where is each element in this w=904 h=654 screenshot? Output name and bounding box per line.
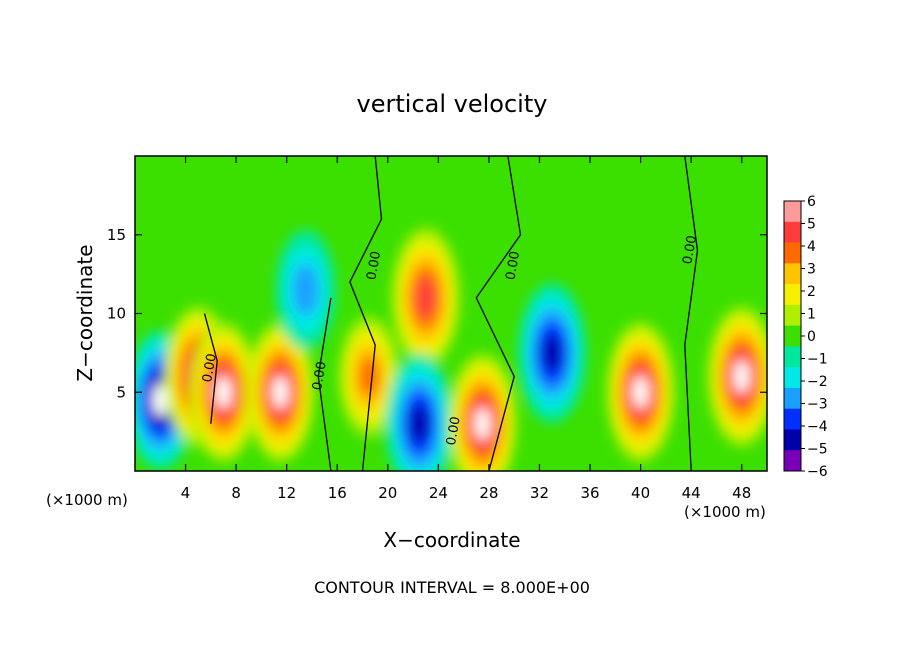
colorbar-label-12: −6: [807, 464, 828, 480]
x-tick-label-2: 12: [277, 484, 296, 502]
colorbar-swatch-6: [784, 325, 801, 347]
contour-label-4: 0.00: [200, 352, 220, 383]
field-feature-10-level-5: [632, 376, 649, 409]
field-feature-9-level-4: [542, 333, 562, 372]
field-feature-7-level-4: [410, 404, 429, 443]
zero-contour-1: [349, 156, 383, 471]
y-tick-label-0: 5: [116, 383, 126, 401]
colorbar-label-5: 1: [807, 307, 816, 323]
x-tick-label-4: 20: [378, 484, 397, 502]
zero-contour-2: [684, 156, 699, 471]
contour-label-3: 0.00: [310, 360, 330, 391]
zero-contour-0: [475, 156, 522, 471]
colorbar-label-7: −1: [807, 352, 828, 368]
field-feature-11-level-5: [733, 360, 750, 393]
x-tick-label-1: 8: [231, 484, 241, 502]
colorbar-swatch-0: [784, 201, 801, 223]
colorbar-swatch-12: [784, 450, 801, 472]
zero-contours: 0.00 0.00 0.00 0.00 0.00 0.00: [200, 156, 700, 471]
contour-label-1: 0.00: [503, 250, 523, 281]
contour-interval-note: CONTOUR INTERVAL = 8.000E+00: [314, 578, 590, 597]
field-feature-4-level-2: [292, 264, 319, 316]
colorbar-label-4: 2: [807, 284, 816, 300]
velocity-field: [135, 227, 767, 471]
colorbar-swatch-1: [784, 221, 801, 243]
colorbar-label-1: 5: [807, 217, 816, 233]
colorbar-swatch-3: [784, 263, 801, 285]
colorbar-swatch-8: [784, 367, 801, 389]
field-feature-3-level-5: [272, 376, 289, 409]
colorbar-label-9: −3: [807, 397, 828, 413]
x-tick-label-5: 24: [429, 484, 448, 502]
zero-contour-3: [317, 297, 332, 471]
x-unit-right: (×1000 m): [684, 503, 766, 521]
contour-label-2: 0.00: [680, 234, 700, 265]
x-axis: 4 8 12 16 20 24 28 32 36 40 44 48: [181, 156, 751, 502]
colorbar-swatch-5: [784, 304, 801, 326]
field-feature-6-level-4: [416, 278, 436, 317]
plot-area: 0.00 0.00 0.00 0.00 0.00 0.00: [135, 156, 767, 471]
colorbar-label-3: 3: [807, 262, 816, 278]
x-unit-left: (×1000 m): [46, 491, 128, 509]
field-feature-5-level-3: [358, 356, 379, 397]
x-tick-label-7: 32: [530, 484, 549, 502]
x-tick-label-11: 48: [732, 484, 751, 502]
colorbar-swatch-7: [784, 346, 801, 368]
chart-title: vertical velocity: [357, 90, 548, 118]
colorbar-swatch-4: [784, 284, 801, 306]
field-feature-8-level-5: [474, 407, 491, 440]
zero-contour-4: [203, 313, 218, 424]
colorbar: 6 5 4 3 2 1 0 −1 −2 −3 −4 −5 −6: [783, 194, 828, 480]
colorbar-label-6: 0: [807, 329, 816, 345]
field-feature-2-level-5: [215, 376, 232, 409]
y-tick-label-2: 15: [107, 226, 126, 244]
colorbar-label-11: −5: [807, 442, 828, 458]
y-axis: 5 10 15: [107, 226, 767, 401]
colorbar-swatch-9: [784, 387, 801, 409]
colorbar-label-2: 4: [807, 239, 816, 255]
x-tick-label-0: 4: [181, 484, 191, 502]
x-tick-label-10: 44: [682, 484, 701, 502]
x-tick-label-8: 36: [580, 484, 599, 502]
colorbar-label-10: −4: [807, 419, 828, 435]
contour-label-0: 0.00: [364, 250, 384, 281]
colorbar-swatch-10: [784, 408, 801, 430]
colorbar-label-8: −2: [807, 374, 828, 390]
contour-label-5: 0.00: [444, 415, 464, 446]
colorbar-swatch-2: [784, 242, 801, 264]
y-axis-label: Z−coordinate: [73, 244, 97, 381]
y-tick-label-1: 10: [107, 305, 126, 323]
x-axis-label: X−coordinate: [383, 528, 520, 552]
x-tick-label-6: 28: [479, 484, 498, 502]
colorbar-swatch-11: [784, 429, 801, 451]
field-feature-0-level-5: [152, 383, 169, 417]
x-tick-label-3: 16: [328, 484, 347, 502]
colorbar-label-0: 6: [807, 194, 816, 210]
x-tick-label-9: 40: [631, 484, 650, 502]
